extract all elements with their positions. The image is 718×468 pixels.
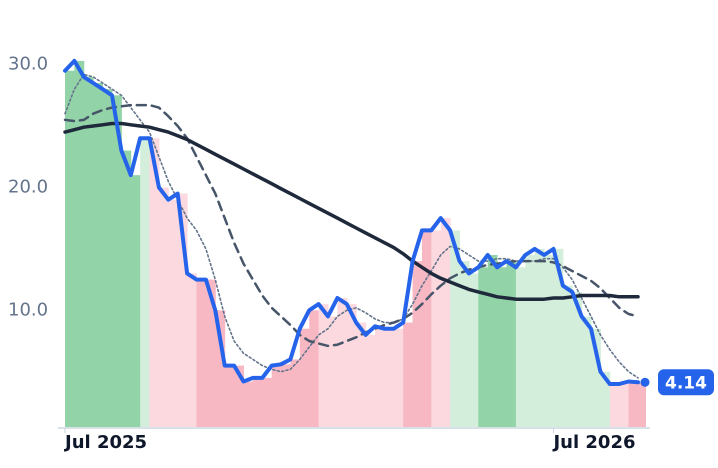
area-band bbox=[562, 285, 573, 427]
area-band bbox=[177, 193, 188, 427]
area-band bbox=[149, 138, 160, 428]
area-band bbox=[544, 255, 554, 427]
x-tick-label: Jul 2025 bbox=[63, 432, 147, 453]
area-band bbox=[93, 83, 104, 427]
area-band bbox=[130, 175, 141, 427]
area-band bbox=[487, 255, 498, 427]
area-band bbox=[158, 187, 169, 427]
area-band bbox=[196, 279, 207, 427]
area-band bbox=[328, 316, 338, 427]
area-band bbox=[581, 316, 592, 427]
area-band bbox=[421, 230, 432, 427]
area-band bbox=[374, 326, 385, 427]
area-band bbox=[281, 364, 291, 427]
area-band bbox=[83, 76, 94, 427]
last-value-badge bbox=[658, 369, 714, 396]
area-band bbox=[224, 365, 235, 427]
area-band bbox=[337, 298, 348, 427]
area-band bbox=[619, 384, 630, 427]
area-band bbox=[506, 261, 517, 427]
area-band bbox=[215, 310, 226, 427]
area-band bbox=[111, 95, 122, 428]
area-band bbox=[318, 304, 329, 427]
area-band bbox=[65, 70, 75, 427]
area-band bbox=[168, 199, 179, 427]
mid-average-line bbox=[63, 103, 640, 348]
area-band bbox=[205, 279, 216, 427]
area-band bbox=[440, 218, 451, 427]
area-band bbox=[459, 261, 470, 427]
area-band bbox=[309, 310, 320, 427]
area-band bbox=[628, 381, 639, 427]
area-band bbox=[262, 377, 273, 427]
area-band bbox=[74, 60, 85, 428]
area-band bbox=[553, 248, 564, 427]
area-band bbox=[591, 328, 601, 427]
area-band bbox=[431, 230, 442, 427]
area-band bbox=[638, 382, 646, 427]
area-band bbox=[478, 267, 489, 427]
area-band bbox=[365, 334, 376, 427]
area-band bbox=[412, 261, 423, 427]
area-band bbox=[243, 381, 254, 427]
long-average-line bbox=[63, 121, 640, 301]
area-band bbox=[525, 255, 536, 427]
area-band bbox=[252, 377, 263, 427]
y-tick-label: 10.0 bbox=[8, 299, 48, 320]
last-value-dot bbox=[640, 377, 650, 387]
area-band bbox=[403, 322, 414, 427]
y-tick-label: 20.0 bbox=[8, 176, 48, 197]
area-band bbox=[102, 89, 113, 428]
x-tick-label: Jul 2026 bbox=[551, 432, 635, 453]
area-band bbox=[121, 150, 132, 428]
y-tick-label: 30.0 bbox=[8, 54, 48, 75]
price-line bbox=[63, 58, 640, 386]
area-band bbox=[393, 328, 404, 427]
area-band bbox=[384, 328, 395, 427]
area-band bbox=[290, 359, 301, 427]
area-band bbox=[356, 322, 367, 427]
area-band bbox=[468, 273, 479, 427]
area-band bbox=[450, 230, 461, 427]
area-band bbox=[534, 248, 545, 427]
area-band bbox=[515, 267, 526, 427]
area-band bbox=[140, 138, 151, 428]
area-band bbox=[299, 328, 310, 427]
area-band bbox=[572, 291, 583, 427]
area-band bbox=[271, 365, 282, 427]
area-band bbox=[497, 267, 507, 427]
area-band bbox=[609, 384, 620, 427]
area-band bbox=[600, 371, 611, 427]
area-band bbox=[234, 365, 244, 427]
area-band bbox=[346, 304, 357, 427]
area-band bbox=[187, 273, 198, 427]
last-value-label: 4.14 bbox=[665, 373, 707, 393]
